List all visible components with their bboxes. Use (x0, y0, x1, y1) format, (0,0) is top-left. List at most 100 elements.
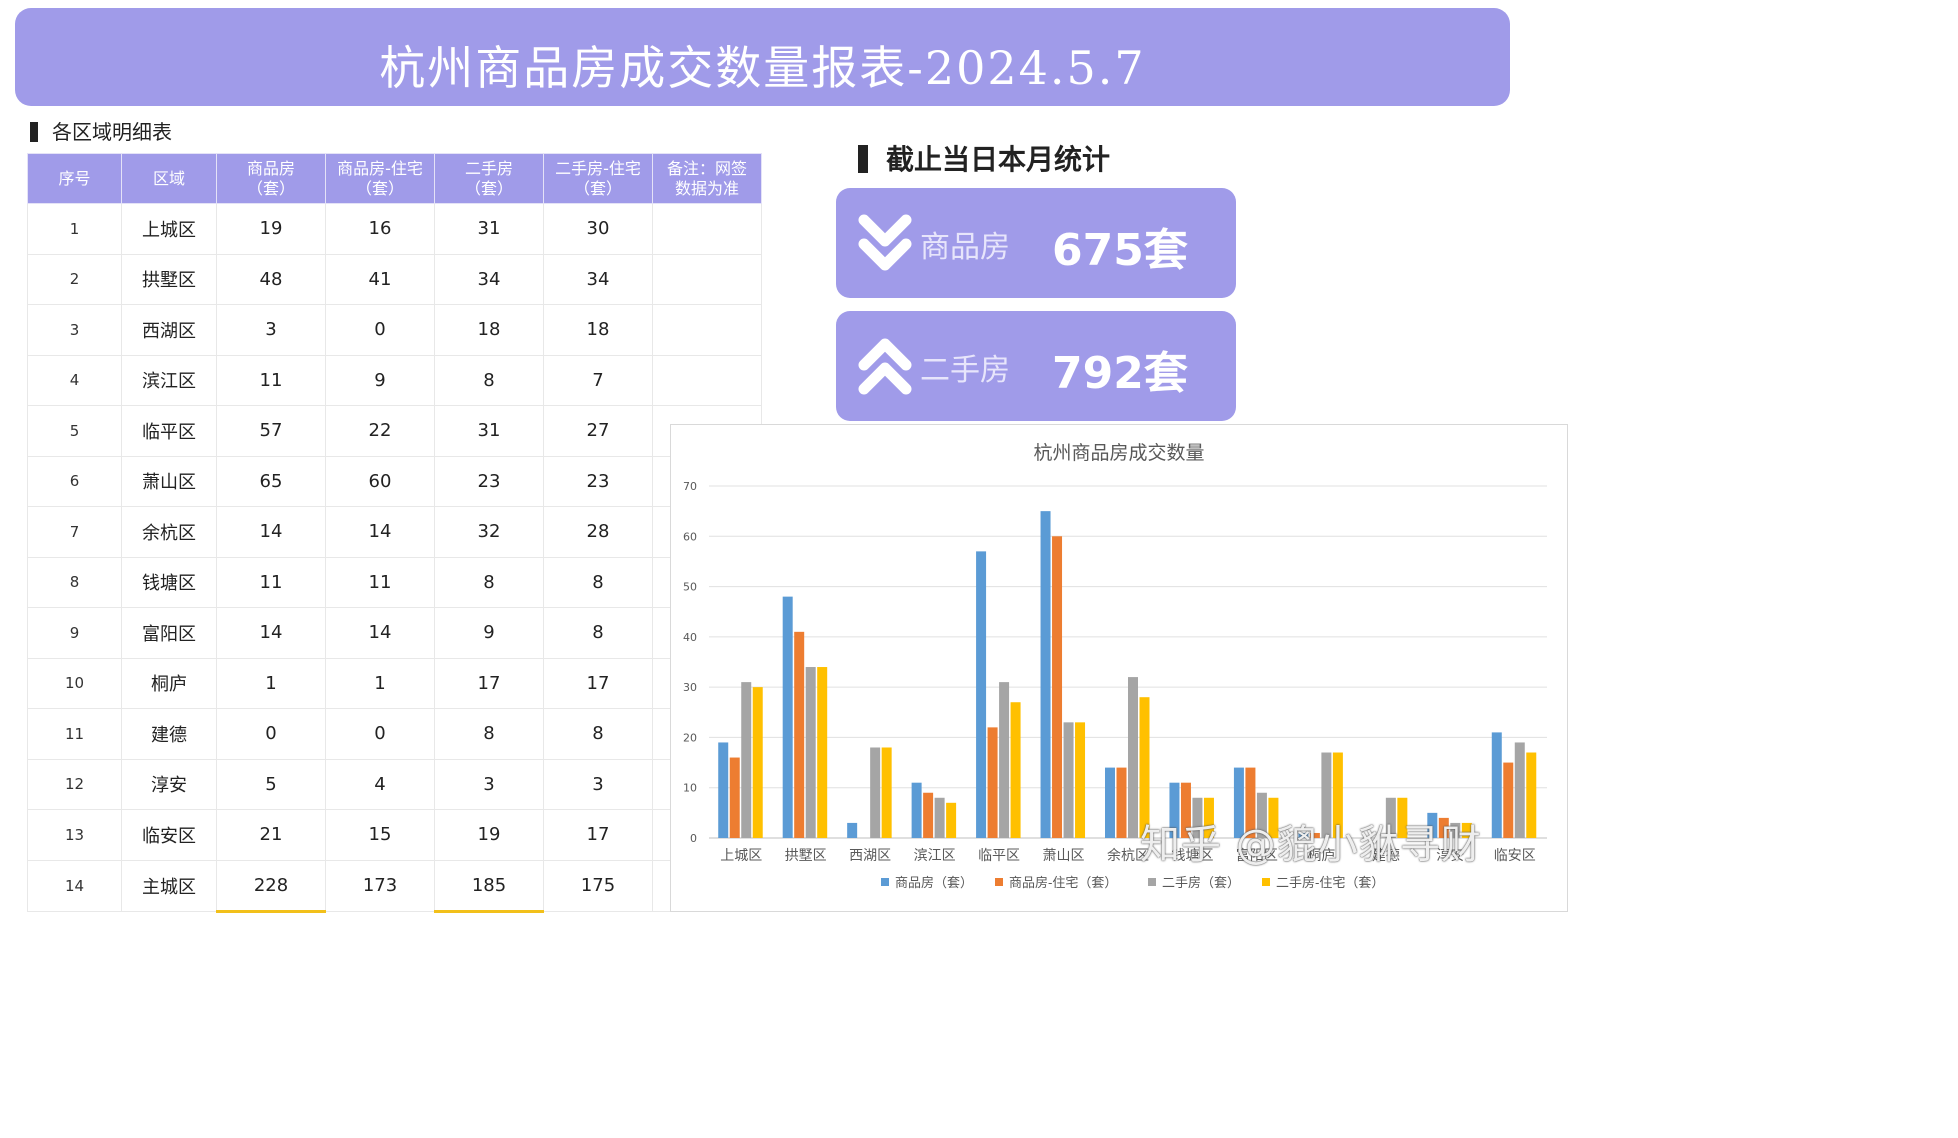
table-cell: 31 (434, 405, 544, 457)
table-cell: 57 (216, 405, 326, 457)
table-cell: 桐庐 (121, 658, 217, 709)
table-cell: 15 (325, 809, 435, 861)
month-stats-heading: 截止当日本月统计 (858, 138, 1110, 178)
chart-bar (1332, 752, 1343, 838)
chart-bar (794, 631, 805, 838)
y-tick-label: 20 (683, 731, 697, 744)
x-tick-label: 余杭区 (1107, 847, 1149, 864)
table-cell: 8 (434, 708, 544, 760)
table-cell: 14 (325, 607, 435, 659)
table-row: 6 萧山区 65 60 23 23 (27, 456, 762, 507)
table-cell: 48 (216, 254, 326, 305)
x-tick-label: 临安区 (1494, 848, 1536, 864)
x-tick-label: 萧山区 (1043, 848, 1085, 864)
chart-bar (1105, 767, 1115, 838)
table-cell: 11 (216, 557, 326, 608)
chart-bar (987, 727, 998, 838)
chart-bar (881, 747, 892, 838)
table-cell: 8 (434, 355, 544, 406)
table-cell: 65 (216, 456, 326, 507)
table-cell: 14 (216, 607, 326, 659)
y-tick-label: 0 (690, 832, 697, 845)
legend-swatch (1148, 878, 1156, 886)
table-cell: 西湖区 (121, 304, 217, 356)
chart-bar (847, 822, 858, 838)
table-cell: 0 (325, 708, 435, 760)
x-tick-label: 桐庐 (1307, 848, 1335, 864)
table-row: 1 上城区 19 16 31 30 (27, 203, 762, 255)
x-tick-label: 建德 (1372, 848, 1400, 864)
district-detail-table: 序号 区域 商品房 （套） 商品房-住宅 （套） 二手房 （套） 二手房-住宅 （套） 备注… (27, 153, 762, 913)
x-tick-label: 富阳区 (1236, 847, 1278, 864)
chart-bar (934, 797, 945, 838)
chart-bar (1427, 812, 1438, 838)
table-header-cell: 二手房-住宅 （套） (543, 153, 653, 204)
chart-bar (911, 782, 922, 838)
table-cell: 7 (27, 506, 122, 558)
chart-bar (1192, 797, 1203, 838)
table-cell: 5 (27, 405, 122, 457)
month-stats-label: 截止当日本月统计 (886, 143, 1111, 176)
legend-swatch (995, 878, 1003, 886)
table-cell: 34 (434, 254, 544, 305)
table-cell: 主城区 (121, 860, 217, 912)
legend-swatch (1262, 878, 1270, 886)
chart-bar (1526, 752, 1537, 838)
second-hand-stat-card: 二手房 792套 (836, 311, 1236, 421)
double-chevron-down-icon (858, 214, 912, 271)
x-tick-label: 西湖区 (849, 848, 891, 864)
chart-bar (1503, 762, 1514, 838)
table-cell: 27 (543, 405, 653, 457)
table-cell: 上城区 (121, 203, 217, 255)
heading-bar-marker (858, 145, 868, 173)
chart-bar (1052, 536, 1063, 838)
table-row: 4 滨江区 11 9 8 7 (27, 355, 762, 406)
table-cell: 22 (325, 405, 435, 457)
table-cell: 0 (325, 304, 435, 356)
legend-label: 二手房-住宅（套） (1276, 875, 1384, 891)
table-row: 14 主城区 228 173 185 175 (27, 860, 762, 913)
table-cell: 1 (216, 658, 326, 709)
title-banner: 杭州商品房成交数量报表-2024.5.7 (15, 8, 1510, 106)
table-cell: 9 (434, 607, 544, 659)
table-cell: 19 (216, 203, 326, 255)
new-house-stat-value: 675套 (1052, 225, 1188, 276)
legend-label: 商品房（套） (895, 875, 973, 891)
page-title: 杭州商品房成交数量报表-2024.5.7 (379, 41, 1146, 95)
table-cell: 0 (216, 708, 326, 760)
table-cell: 3 (434, 759, 544, 810)
table-cell: 228 (216, 860, 326, 913)
heading-bar-marker (30, 122, 38, 142)
table-cell: 6 (27, 456, 122, 507)
chart-bar (1075, 722, 1086, 838)
y-tick-label: 50 (683, 581, 697, 594)
table-cell: 34 (543, 254, 653, 305)
table-cell: 32 (434, 506, 544, 558)
table-cell: 17 (543, 658, 653, 709)
table-cell (652, 355, 762, 406)
chart-bar (870, 747, 881, 838)
chart-bar (923, 792, 934, 838)
table-header-row: 序号 区域 商品房 （套） 商品房-住宅 （套） 二手房 （套） 二手房-住宅 （套） 备注… (27, 153, 762, 204)
table-header-cell: 序号 (27, 153, 122, 204)
table-row: 12 淳安 5 4 3 3 (27, 759, 762, 810)
chart-bar (718, 742, 729, 838)
table-cell: 185 (434, 860, 544, 913)
table-row: 13 临安区 21 15 19 17 (27, 809, 762, 861)
table-row: 9 富阳区 14 14 9 8 (27, 607, 762, 659)
table-cell: 钱塘区 (121, 557, 217, 608)
table-cell: 14 (325, 506, 435, 558)
new-house-stat-label: 商品房 (920, 230, 1010, 265)
chart-bar (729, 757, 740, 838)
chart-bar (1268, 797, 1279, 838)
chart-bar (1385, 797, 1396, 838)
new-house-stat-card: 商品房 675套 (836, 188, 1236, 298)
chart-bar (1245, 767, 1256, 838)
table-cell (652, 203, 762, 255)
table-header-cell: 二手房 （套） (434, 153, 544, 204)
chart-bar (1169, 782, 1180, 838)
table-header-cell: 商品房-住宅 （套） (325, 153, 435, 204)
chart-bar (1063, 722, 1074, 838)
table-cell: 临平区 (121, 405, 217, 457)
table-cell: 31 (434, 203, 544, 255)
